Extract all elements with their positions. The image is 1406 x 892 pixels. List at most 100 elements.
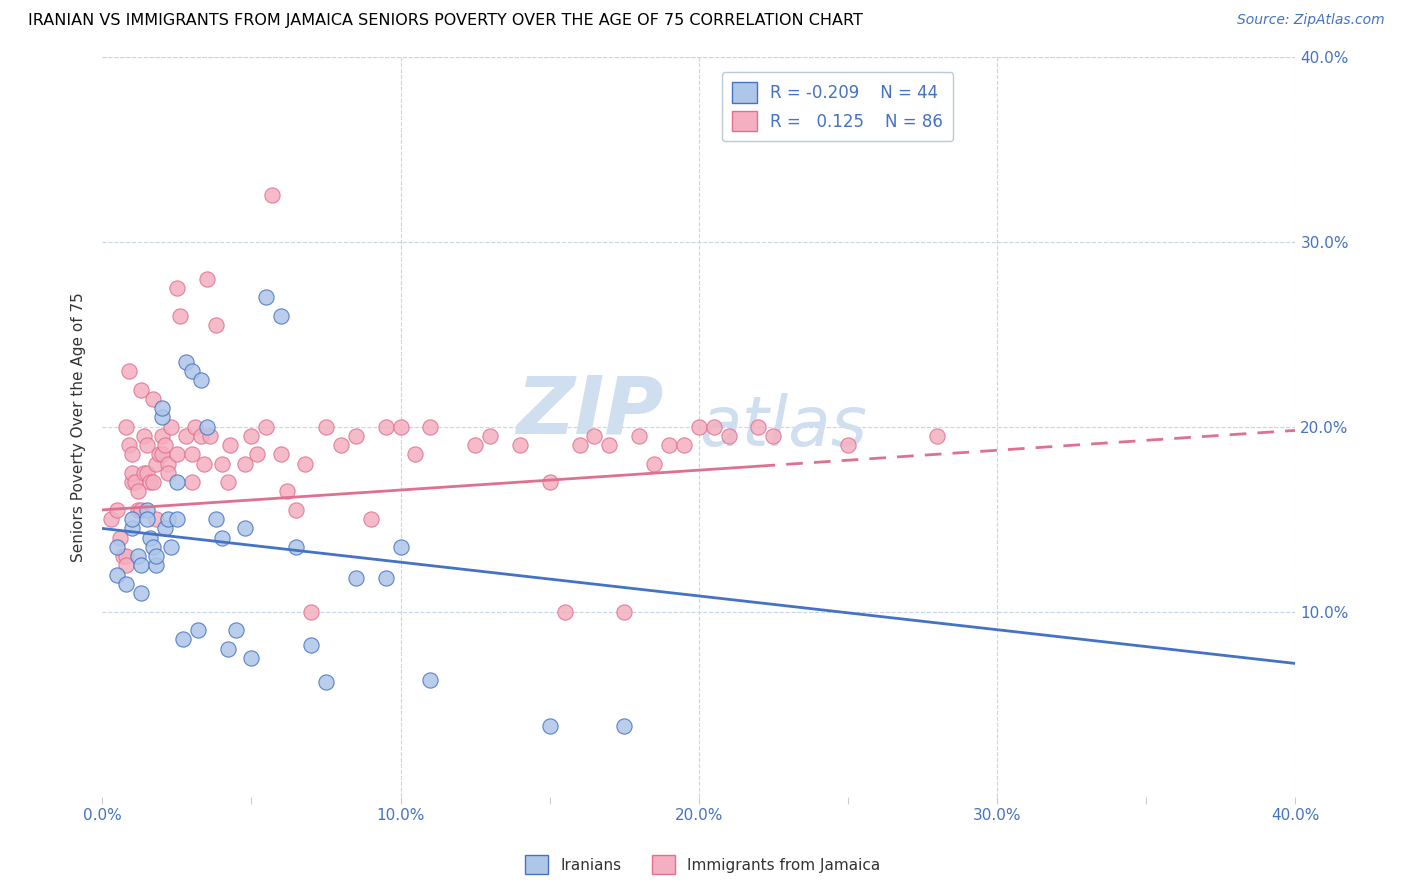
Point (217, 475, 239, 490)
Point (118, 438, 141, 452)
Y-axis label: Seniors Poverty Over the Age of 75: Seniors Poverty Over the Age of 75 (72, 292, 86, 562)
Point (100, 512, 122, 526)
Point (115, 419, 138, 434)
Legend: Iranians, Immigrants from Jamaica: Iranians, Immigrants from Jamaica (519, 849, 887, 880)
Point (166, 512, 188, 526)
Point (479, 429, 502, 443)
Point (554, 605, 576, 619)
Point (211, 531, 233, 545)
Point (613, 605, 636, 619)
Point (129, 503, 152, 517)
Point (219, 438, 242, 452)
Point (121, 521, 143, 535)
Point (166, 475, 188, 490)
Point (254, 419, 277, 434)
Point (136, 438, 159, 452)
Point (315, 675, 337, 690)
Point (105, 567, 128, 582)
Point (837, 438, 859, 452)
Point (121, 512, 143, 526)
Point (115, 558, 138, 573)
Point (142, 392, 165, 406)
Point (153, 521, 176, 535)
Point (374, 419, 396, 434)
Point (270, 447, 292, 461)
Point (344, 429, 367, 443)
Point (464, 438, 486, 452)
Point (217, 641, 239, 656)
Point (927, 429, 949, 443)
Point (419, 419, 441, 434)
Point (166, 447, 188, 461)
Point (156, 457, 179, 471)
Point (344, 571, 367, 585)
Point (643, 457, 665, 471)
Point (299, 605, 322, 619)
Point (613, 719, 636, 733)
Point (672, 438, 695, 452)
Point (538, 475, 561, 490)
Point (145, 512, 167, 526)
Point (211, 457, 233, 471)
Point (270, 309, 292, 323)
Legend: R = -0.209    N = 44, R =   0.125    N = 86: R = -0.209 N = 44, R = 0.125 N = 86 (721, 72, 953, 142)
Text: IRANIAN VS IMMIGRANTS FROM JAMAICA SENIORS POVERTY OVER THE AGE OF 75 CORRELATIO: IRANIAN VS IMMIGRANTS FROM JAMAICA SENIO… (28, 13, 863, 29)
Point (174, 355, 197, 369)
Point (703, 419, 725, 434)
Point (127, 549, 149, 564)
Point (121, 447, 143, 461)
Point (299, 638, 322, 652)
Point (315, 419, 337, 434)
Point (166, 281, 188, 295)
Point (747, 419, 769, 434)
Point (139, 475, 162, 490)
Point (538, 719, 561, 733)
Point (235, 521, 257, 535)
Point (195, 419, 218, 434)
Point (190, 373, 212, 387)
Point (285, 503, 308, 517)
Point (115, 549, 138, 564)
Point (262, 188, 284, 202)
Point (105, 503, 128, 517)
Point (153, 438, 176, 452)
Point (159, 419, 181, 434)
Point (225, 623, 247, 637)
Point (156, 466, 179, 480)
Point (136, 466, 159, 480)
Point (294, 457, 316, 471)
Point (198, 429, 221, 443)
Text: ZIP: ZIP (516, 373, 664, 450)
Point (136, 512, 159, 526)
Point (187, 623, 209, 637)
Point (628, 429, 651, 443)
Point (254, 290, 277, 304)
Point (762, 429, 785, 443)
Point (183, 419, 205, 434)
Point (129, 586, 152, 600)
Text: Source: ZipAtlas.com: Source: ZipAtlas.com (1237, 13, 1385, 28)
Point (132, 429, 155, 443)
Point (568, 438, 591, 452)
Point (204, 512, 226, 526)
Point (240, 651, 263, 665)
Point (169, 309, 191, 323)
Point (583, 429, 606, 443)
Point (195, 271, 218, 285)
Point (127, 503, 149, 517)
Point (139, 531, 162, 545)
Point (159, 540, 181, 554)
Point (150, 429, 173, 443)
Point (360, 512, 382, 526)
Point (419, 673, 441, 687)
Point (404, 447, 426, 461)
Point (246, 447, 269, 461)
Point (145, 558, 167, 573)
Point (389, 419, 412, 434)
Point (105, 540, 128, 554)
Point (329, 438, 352, 452)
Point (180, 475, 202, 490)
Point (112, 549, 135, 564)
Point (174, 429, 197, 443)
Point (389, 540, 412, 554)
